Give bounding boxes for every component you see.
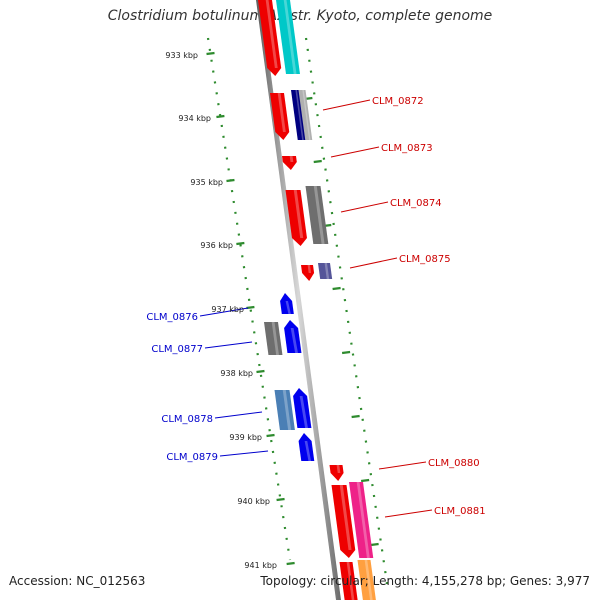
- gene-feature-plus[interactable]: [276, 0, 300, 74]
- ruler-tick: [256, 369, 265, 374]
- gene-feature-clm-0878[interactable]: [293, 388, 312, 428]
- gene-label-clm-0873[interactable]: CLM_0873: [381, 143, 433, 154]
- label-leader-line: [214, 411, 263, 419]
- label-leader-line: [199, 307, 249, 317]
- ruler-label: 940 kbp: [237, 497, 270, 506]
- ruler-label: 941 kbp: [244, 561, 277, 570]
- gene-highlight: [271, 322, 279, 355]
- genome-backbone: [256, 0, 341, 600]
- gene-feature-clm-0872[interactable]: [270, 93, 290, 140]
- label-leader-line: [378, 461, 427, 470]
- gene-label-clm-0872[interactable]: CLM_0872: [372, 96, 424, 107]
- label-leader-line: [330, 146, 380, 158]
- gene-highlight: [339, 485, 352, 550]
- gene-highlight: [356, 482, 370, 558]
- ruler-label: 937 kbp: [211, 305, 244, 314]
- gene-highlight: [285, 301, 291, 314]
- gene-label-clm-0879[interactable]: CLM_0879: [166, 452, 218, 463]
- ruler-tick: [216, 114, 225, 119]
- label-leader-line: [349, 257, 398, 269]
- gene-feature-clm-0875[interactable]: [301, 265, 315, 281]
- gene-highlight: [336, 465, 341, 473]
- gene-feature-clm-0876[interactable]: [280, 293, 294, 314]
- ruler-tick: [266, 433, 275, 438]
- ruler-label: 939 kbp: [229, 433, 262, 442]
- ruler-label: 934 kbp: [178, 114, 211, 123]
- ruler-tick: [370, 542, 379, 547]
- gene-highlight: [302, 90, 311, 140]
- ruler-tick: [286, 561, 295, 566]
- gene-feature-plus[interactable]: [318, 263, 333, 279]
- gene-feature-plus[interactable]: [305, 186, 329, 244]
- label-leader-line: [322, 99, 371, 111]
- gene-feature-plus[interactable]: [357, 560, 376, 600]
- gene-feature-clm-0874[interactable]: [285, 190, 307, 246]
- gene-label-clm-0880[interactable]: CLM_0880: [428, 458, 480, 469]
- gene-label-clm-0881[interactable]: CLM_0881: [434, 506, 486, 517]
- gene-highlight: [346, 562, 355, 600]
- ruler-tick: [206, 51, 215, 56]
- genome-summary-text: Topology: circular; Length: 4,155,278 bp…: [260, 574, 590, 588]
- ruler-tick: [226, 178, 235, 183]
- ruler-tick: [236, 241, 245, 246]
- gene-highlight: [283, 0, 297, 74]
- gene-highlight: [313, 186, 325, 244]
- gene-feature-clm-0880[interactable]: [329, 465, 344, 481]
- label-leader-line: [340, 201, 389, 213]
- gene-label-clm-0875[interactable]: CLM_0875: [399, 254, 451, 265]
- ruler-tick: [313, 159, 322, 164]
- gene-highlight: [295, 90, 304, 140]
- gene-label-clm-0878[interactable]: CLM_0878: [161, 414, 213, 425]
- ruler-label: 936 kbp: [200, 241, 233, 250]
- label-leader-line: [204, 341, 253, 349]
- gene-highlight: [304, 441, 312, 461]
- gene-feature-clm-0873[interactable]: [282, 156, 297, 170]
- gene-highlight: [277, 93, 286, 132]
- gene-feature-plus[interactable]: [258, 0, 282, 76]
- gene-highlight: [324, 263, 330, 279]
- gene-feature-plus[interactable]: [291, 90, 306, 140]
- ruler-ticks-left: [206, 51, 295, 566]
- gene-feature-minus[interactable]: [264, 322, 283, 355]
- ruler-tick: [341, 350, 351, 355]
- gene-feature-clm-0877[interactable]: [284, 320, 302, 353]
- accession-text: Accession: NC_012563: [9, 574, 146, 588]
- gene-feature-clm-0879[interactable]: [298, 433, 315, 461]
- ruler-tick: [351, 414, 360, 419]
- gene-feature-plus[interactable]: [349, 482, 374, 558]
- ruler-label: 935 kbp: [190, 178, 223, 187]
- gene-feature-plus[interactable]: [339, 562, 358, 600]
- gene-label-leaders: [199, 99, 433, 518]
- gene-highlight: [307, 265, 312, 273]
- ruler-tick: [276, 497, 285, 502]
- gene-highlight: [293, 190, 304, 238]
- gene-label-clm-0877[interactable]: CLM_0877: [151, 344, 203, 355]
- gene-highlight: [299, 396, 308, 428]
- ruler-tick: [360, 478, 370, 483]
- gene-highlight: [282, 390, 292, 430]
- gene-label-clm-0876[interactable]: CLM_0876: [146, 312, 198, 323]
- ruler-tick: [332, 286, 341, 291]
- gene-highlight: [289, 156, 294, 162]
- label-leader-line: [219, 450, 269, 457]
- map-title: Clostridium botulinum A2 str. Kyoto, com…: [107, 8, 493, 24]
- gene-features: [258, 0, 376, 600]
- gene-highlight: [364, 560, 373, 600]
- ruler-label: 938 kbp: [220, 369, 253, 378]
- gene-highlight: [290, 328, 298, 353]
- gene-feature-plus[interactable]: [298, 90, 313, 140]
- label-leader-line: [384, 509, 433, 518]
- gene-feature-minus[interactable]: [274, 390, 295, 430]
- ruler-track-left: [206, 37, 292, 561]
- gene-label-clm-0874[interactable]: CLM_0874: [390, 198, 442, 209]
- gene-highlight: [265, 0, 278, 68]
- gene-feature-clm-0881[interactable]: [331, 485, 356, 558]
- ruler-label: 933 kbp: [165, 51, 198, 60]
